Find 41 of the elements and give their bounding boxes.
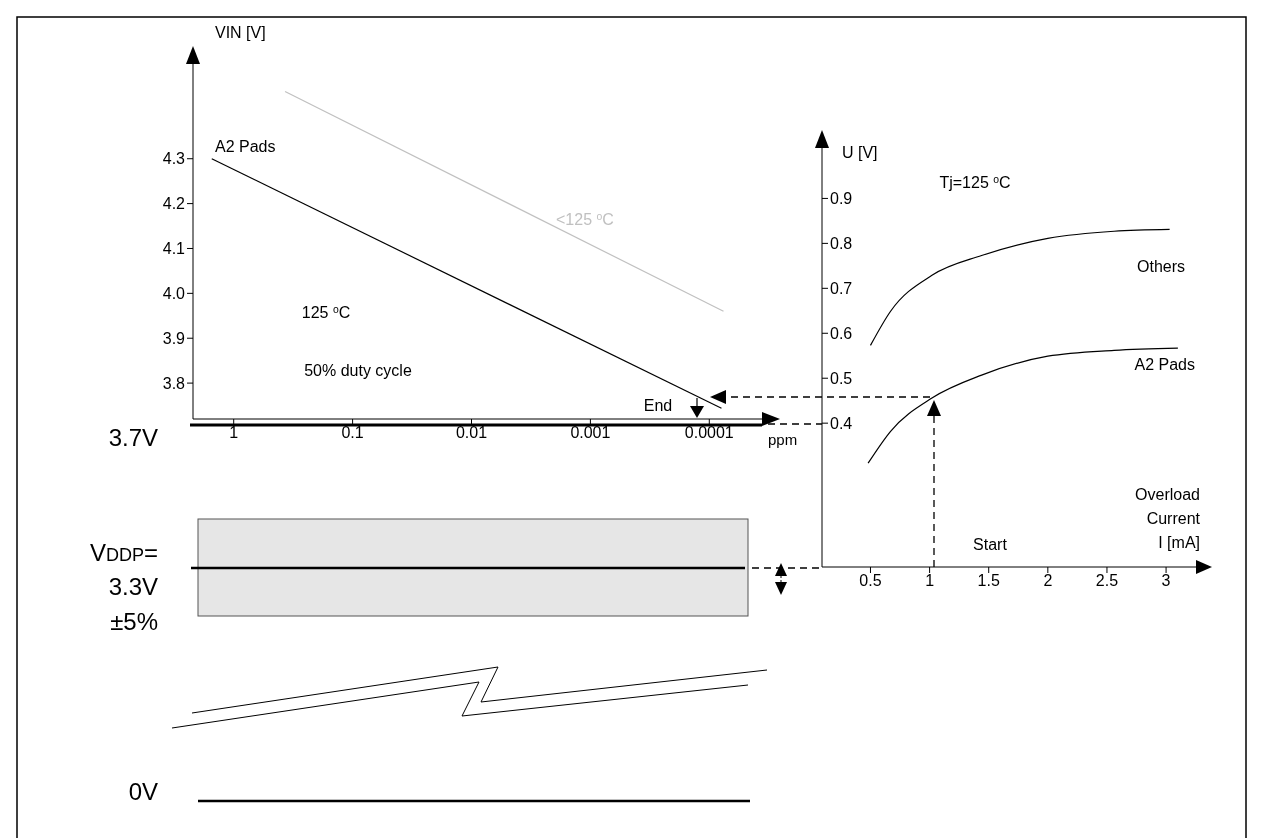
y-tick-label: 0.8: [830, 235, 853, 253]
x-tick-label: 3: [1161, 572, 1171, 590]
series-label: <125 $^{o}$C: [556, 210, 614, 228]
text: 3.7V: [108, 424, 158, 451]
y-tick-label: 0.5: [830, 369, 853, 387]
text: 0V: [128, 778, 158, 805]
x-axis-title: Overload Current I [mA]: [1135, 486, 1201, 551]
annotation: End: [643, 397, 673, 414]
x-tick-label: 0.01: [455, 424, 488, 442]
series-label: A2 Pads: [1134, 356, 1195, 373]
annotation: 50% duty cycle: [304, 362, 412, 379]
text: ±5%: [110, 608, 158, 635]
x-axis-title: ppm: [768, 431, 798, 448]
series-label: Others: [1136, 258, 1185, 275]
y-tick-label: 0.9: [830, 190, 853, 208]
y-tick-label: 4.2: [162, 195, 186, 213]
y-tick-label: 4.1: [162, 240, 186, 258]
x-tick-label: 1.5: [977, 572, 1000, 590]
text: VDDP=: [89, 539, 158, 566]
y-tick-label: 0.7: [830, 280, 853, 298]
y-tick-label: 3.9: [162, 329, 186, 347]
text: 3.3V: [108, 573, 158, 600]
y-axis-title: VIN [V]: [215, 24, 266, 41]
x-tick-label: 1: [229, 424, 239, 442]
y-tick-label: 0.6: [830, 324, 853, 342]
y-tick-label: 4.0: [162, 285, 186, 303]
annotation: 125 $^{o}$C: [301, 303, 351, 321]
y-tick-label: 4.3: [162, 150, 186, 168]
annotation: Start: [973, 536, 1008, 553]
x-tick-label: 1: [925, 572, 935, 590]
x-tick-label: 0.001: [570, 424, 611, 442]
x-tick-label: 0.0001: [684, 424, 734, 442]
y-tick-label: 0.4: [830, 414, 853, 432]
series-label: A2 Pads: [215, 138, 276, 155]
y-axis-title: U [V]: [842, 144, 878, 161]
annotation: Tj=125 $^{o}$C: [939, 173, 1011, 191]
x-tick-label: 0.5: [859, 572, 882, 590]
y-tick-label: 3.8: [162, 374, 186, 392]
x-tick-label: 0.1: [341, 424, 364, 442]
x-tick-label: 2.5: [1095, 572, 1119, 590]
x-tick-label: 2: [1043, 572, 1053, 590]
